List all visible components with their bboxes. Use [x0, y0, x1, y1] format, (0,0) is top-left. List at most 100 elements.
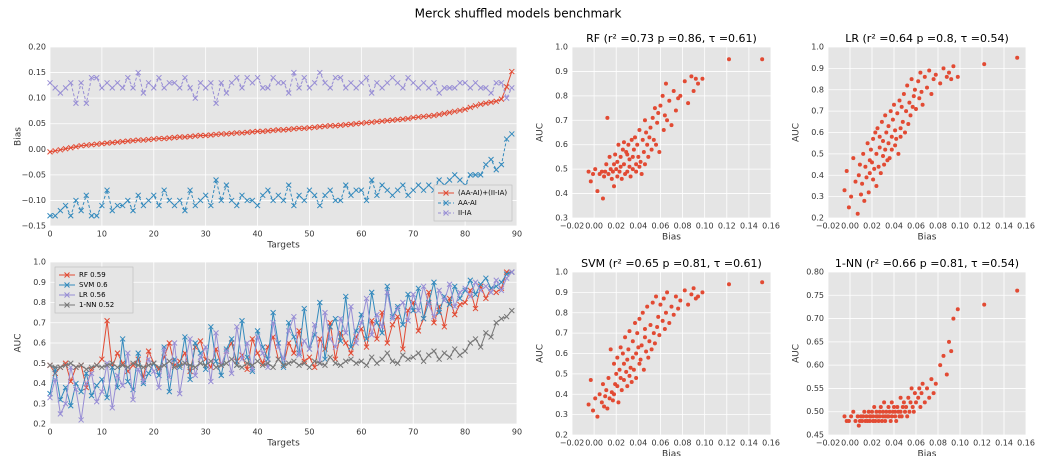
marker	[47, 148, 53, 155]
marker	[446, 354, 453, 361]
marker	[405, 115, 411, 122]
legend-marker	[443, 200, 449, 206]
marker	[161, 187, 168, 194]
marker	[244, 340, 251, 346]
marker	[436, 90, 443, 96]
marker	[327, 85, 334, 91]
marker	[483, 330, 489, 336]
marker	[363, 119, 370, 126]
scatter-point	[851, 156, 856, 161]
marker	[57, 90, 64, 96]
y-tick-label: −0.10	[21, 196, 46, 205]
marker	[332, 74, 339, 81]
scatter-point	[941, 66, 946, 71]
marker	[420, 113, 427, 120]
scatter-point	[621, 377, 626, 382]
marker	[93, 74, 100, 81]
marker	[233, 74, 240, 81]
figure-title: Merck shuffled models benchmark	[415, 7, 622, 21]
marker	[332, 344, 339, 350]
y-tick-label: 0.5	[33, 359, 46, 368]
scatter-point	[696, 294, 701, 299]
scatter-point	[612, 392, 617, 397]
x-tick-label: −0.02	[816, 222, 841, 231]
y-axis-label: AUC	[792, 123, 802, 142]
marker	[394, 313, 401, 320]
scatter-point	[900, 405, 905, 410]
scatter-point	[874, 409, 879, 414]
marker	[296, 125, 302, 132]
scatter-point	[862, 198, 867, 203]
marker	[399, 346, 406, 352]
marker	[316, 202, 323, 209]
marker	[233, 130, 240, 136]
scatter-point	[874, 183, 879, 188]
marker	[161, 135, 168, 142]
marker	[291, 334, 297, 340]
marker	[353, 340, 359, 346]
plot-background	[828, 272, 1026, 435]
marker	[176, 134, 183, 140]
scatter-point	[919, 89, 924, 94]
scatter-point	[657, 150, 662, 155]
y-tick-label: 0.15	[28, 68, 46, 77]
x-tick-label: 0.10	[951, 439, 969, 448]
scatter-point	[888, 419, 893, 424]
scatter-point	[863, 164, 868, 169]
marker	[291, 350, 297, 356]
marker	[493, 166, 500, 173]
scatter-point	[700, 76, 705, 81]
scatter-point	[865, 141, 870, 146]
x-tick-label: 0.08	[674, 222, 692, 231]
marker	[130, 396, 136, 403]
y-axis-label: AUC	[536, 344, 546, 363]
y-tick-label: 0.3	[555, 214, 568, 223]
scatter-point	[861, 151, 866, 156]
x-tick-label: 40	[252, 230, 262, 239]
marker	[73, 386, 79, 393]
scatter-point	[870, 409, 874, 414]
scatter-point	[899, 104, 904, 109]
marker	[62, 85, 69, 91]
subplot: −0.02 0.00 0.02 0.04 0.06 0.08 0.10 0.12 0.14 0.1…	[792, 257, 1035, 456]
marker	[348, 303, 354, 310]
marker	[384, 283, 391, 290]
marker	[176, 85, 183, 91]
marker	[285, 327, 292, 334]
scatter-point	[618, 154, 623, 159]
marker	[285, 126, 292, 133]
marker	[342, 358, 349, 365]
scatter-point	[615, 174, 620, 179]
x-tick-label: 0.06	[652, 439, 670, 448]
marker	[462, 285, 468, 292]
marker	[239, 317, 245, 324]
marker	[451, 85, 458, 91]
scatter-point	[871, 136, 876, 141]
x-tick-label: 0.06	[907, 439, 925, 448]
marker	[379, 330, 385, 336]
marker	[291, 358, 297, 365]
scatter-point	[634, 375, 639, 380]
scatter-point	[600, 196, 605, 201]
scatter-point	[600, 382, 605, 387]
scatter-point	[890, 117, 895, 122]
marker	[457, 352, 463, 359]
scatter-point	[883, 113, 888, 118]
scatter-point	[637, 361, 642, 366]
x-tick-label: 90	[512, 428, 522, 437]
scatter-point	[686, 101, 691, 106]
marker	[208, 132, 214, 138]
marker	[228, 356, 235, 363]
marker	[140, 380, 147, 387]
scatter-point	[617, 367, 622, 372]
scatter-point	[625, 357, 630, 362]
scatter-point	[851, 409, 856, 414]
y-tick-label: 0.20	[28, 43, 46, 52]
marker	[275, 356, 282, 363]
scatter-point	[656, 110, 661, 115]
scatter-point	[607, 154, 612, 159]
scatter-point	[872, 166, 877, 171]
marker	[311, 124, 318, 131]
scatter-point	[878, 405, 883, 410]
